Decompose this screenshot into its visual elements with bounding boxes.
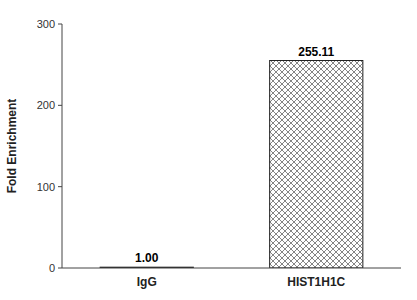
- x-tick-label: HIST1H1C: [287, 275, 345, 289]
- bars: [100, 61, 363, 268]
- y-tick: [58, 105, 62, 106]
- y-tick: [58, 24, 62, 25]
- y-tick: [58, 268, 62, 269]
- y-tick-label: 200: [37, 99, 55, 111]
- y-axis-line: [62, 24, 63, 268]
- y-tick-label: 300: [37, 18, 55, 30]
- x-tick-label: IgG: [137, 275, 157, 289]
- y-tick-label: 100: [37, 181, 55, 193]
- chart-svg: 1.00 255.11 0 100 200 300 IgG HIST1H1C Fold Enri…: [0, 0, 417, 300]
- y-axis-label: Fold Enrichment: [5, 99, 19, 194]
- y-tick-label: 0: [49, 262, 55, 274]
- chart-container: 1.00 255.11 0 100 200 300 IgG HIST1H1C Fold Enri…: [0, 0, 417, 300]
- data-label: 1.00: [135, 251, 159, 265]
- bar: [270, 61, 363, 268]
- data-label: 255.11: [298, 45, 334, 59]
- x-axis-line: [62, 268, 401, 269]
- y-tick: [58, 186, 62, 187]
